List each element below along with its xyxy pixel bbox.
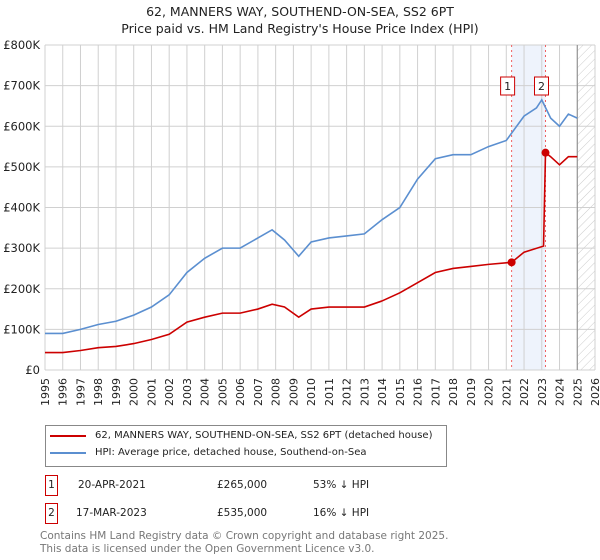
transaction-row: 1 20-APR-2021 £265,000 53% ↓ HPI [45,475,445,496]
x-tick-label: 2005 [216,378,229,406]
y-tick-label: £400K [3,201,40,215]
marker-badge: 2 [45,503,58,524]
transaction-date: 20-APR-2021 [78,479,146,491]
x-tick-label: 2016 [412,378,425,406]
legend-label-hpi: HPI: Average price, detached house, Sout… [95,447,367,458]
sale-badge-label: 2 [538,80,545,93]
chart-title: 62, MANNERS WAY, SOUTHEND-ON-SEA, SS2 6P… [146,4,454,19]
x-tick-label: 1995 [39,378,52,406]
x-tick-label: 2013 [358,378,371,406]
x-tick-label: 2010 [305,378,318,406]
sale-badge-label: 1 [504,80,511,93]
x-tick-label: 2024 [554,378,567,406]
x-tick-label: 2002 [163,378,176,406]
x-tick-label: 2006 [234,378,247,406]
transaction-price: £535,000 [217,507,268,519]
sale-point [541,148,550,157]
footer: Contains HM Land Registry data © Crown c… [40,530,448,556]
y-tick-label: £600K [3,119,40,133]
transaction-hpi: 16% ↓ HPI [313,507,370,519]
legend-swatch-blue [50,451,86,454]
x-tick-label: 2025 [571,378,584,406]
x-tick-label: 2008 [270,378,283,406]
sale-badge [534,76,549,96]
sale-point [507,258,516,267]
x-tick-label: 2018 [447,378,460,406]
x-tick-label: 2000 [128,378,141,406]
x-tick-label: 1997 [74,378,87,406]
transaction-date: 17-MAR-2023 [76,507,147,519]
x-tick-label: 2014 [376,378,389,406]
x-tick-label: 2003 [181,378,194,406]
footer-line: This data is licensed under the Open Gov… [40,543,375,555]
y-tick-label: £300K [3,241,40,255]
marker-badge: 1 [45,475,58,496]
transaction-row: 2 17-MAR-2023 £535,000 16% ↓ HPI [45,503,445,524]
x-tick-label: 2012 [341,378,354,406]
price-chart: 1995 1996 1997 1998 1999 2000 2001 2002 2003 2004… [3,38,600,406]
x-tick-label: 2017 [429,378,442,406]
x-tick-label: 2011 [323,378,336,406]
sale-badge [500,76,516,96]
x-tick-label: 2007 [252,378,265,406]
x-tick-label: 2001 [145,378,158,406]
series-line [45,98,578,335]
transaction-hpi: 53% ↓ HPI [313,479,370,491]
x-tick-label: 2022 [518,378,531,406]
x-tick-label: 2023 [536,378,549,406]
x-tick-label: 2015 [394,378,407,406]
y-tick-label: £200K [3,282,40,296]
x-tick-label: 2020 [483,378,496,406]
y-tick-label: £100K [3,322,40,336]
x-tick-label: 2026 [589,378,600,406]
x-tick-label: 2019 [465,378,478,406]
x-tick-label: 1999 [110,378,123,406]
x-tick-label: 2021 [500,378,513,406]
chart-subtitle: Price paid vs. HM Land Registry's House … [121,21,479,36]
x-tick-label: 1996 [57,378,70,406]
series-line [45,151,578,354]
x-tick-label: 2009 [287,378,300,406]
legend-swatch-red [50,434,86,437]
legend-label-property: 62, MANNERS WAY, SOUTHEND-ON-SEA, SS2 6P… [95,430,433,441]
x-tick-label: 1998 [92,378,105,406]
x-tick-label: 2004 [199,378,212,406]
y-tick-label: £500K [3,160,40,174]
footer-line: Contains HM Land Registry data © Crown c… [40,530,449,542]
y-tick-label: £0 [25,363,40,377]
y-tick-label: £800K [3,38,40,52]
legend: 62, MANNERS WAY, SOUTHEND-ON-SEA, SS2 6P… [45,425,447,467]
transaction-price: £265,000 [217,479,268,491]
y-tick-label: £700K [3,79,40,93]
